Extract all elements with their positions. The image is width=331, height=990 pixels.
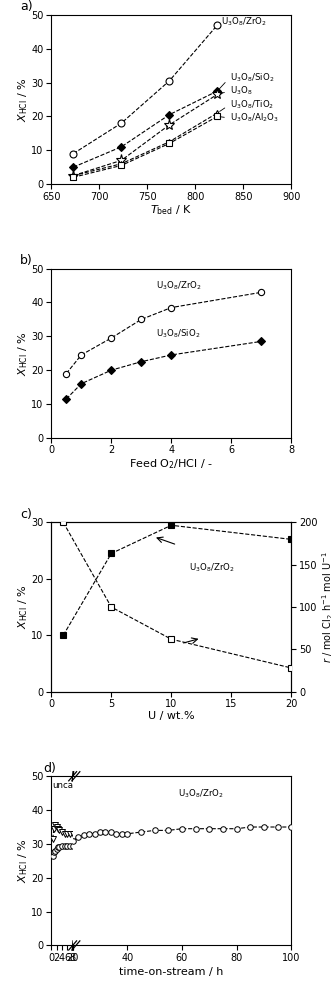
Text: d): d) — [43, 761, 56, 774]
Text: uncalcined: uncalcined — [52, 781, 99, 790]
Text: c): c) — [20, 508, 32, 521]
Text: b): b) — [20, 254, 33, 267]
Y-axis label: $X_\mathrm{HCl}$ / %: $X_\mathrm{HCl}$ / % — [16, 585, 30, 630]
Text: U$_3$O$_8$/TiO$_2$: U$_3$O$_8$/TiO$_2$ — [220, 98, 274, 112]
Text: U$_3$O$_8$/SiO$_2$: U$_3$O$_8$/SiO$_2$ — [156, 328, 201, 340]
Text: U$_3$O$_8$/SiO$_2$: U$_3$O$_8$/SiO$_2$ — [219, 71, 274, 89]
Text: U$_3$O$_8$/ZrO$_2$: U$_3$O$_8$/ZrO$_2$ — [221, 16, 267, 28]
X-axis label: U / wt.%: U / wt.% — [148, 711, 195, 721]
Y-axis label: $X_\mathrm{HCl}$ / %: $X_\mathrm{HCl}$ / % — [16, 839, 30, 883]
Text: a): a) — [20, 0, 33, 13]
Text: U$_3$O$_8$/ZrO$_2$: U$_3$O$_8$/ZrO$_2$ — [189, 561, 235, 574]
X-axis label: Feed O$_2$/HCl / -: Feed O$_2$/HCl / - — [129, 456, 213, 470]
Text: U$_3$O$_8$: U$_3$O$_8$ — [220, 85, 253, 97]
Y-axis label: $X_\mathrm{HCl}$ / %: $X_\mathrm{HCl}$ / % — [16, 77, 30, 122]
X-axis label: $T_\mathrm{bed}$ / K: $T_\mathrm{bed}$ / K — [150, 203, 192, 217]
Y-axis label: $r$ / mol Cl$_2$ h$^{-1}$ mol U$^{-1}$: $r$ / mol Cl$_2$ h$^{-1}$ mol U$^{-1}$ — [320, 551, 331, 663]
Text: U$_3$O$_8$/Al$_2$O$_3$: U$_3$O$_8$/Al$_2$O$_3$ — [220, 112, 279, 125]
Text: time-on-stream / h: time-on-stream / h — [119, 967, 223, 977]
Text: U$_3$O$_8$/ZrO$_2$: U$_3$O$_8$/ZrO$_2$ — [178, 788, 223, 800]
Text: U$_3$O$_8$/ZrO$_2$: U$_3$O$_8$/ZrO$_2$ — [156, 280, 202, 292]
Y-axis label: $X_\mathrm{HCl}$ / %: $X_\mathrm{HCl}$ / % — [16, 331, 30, 375]
